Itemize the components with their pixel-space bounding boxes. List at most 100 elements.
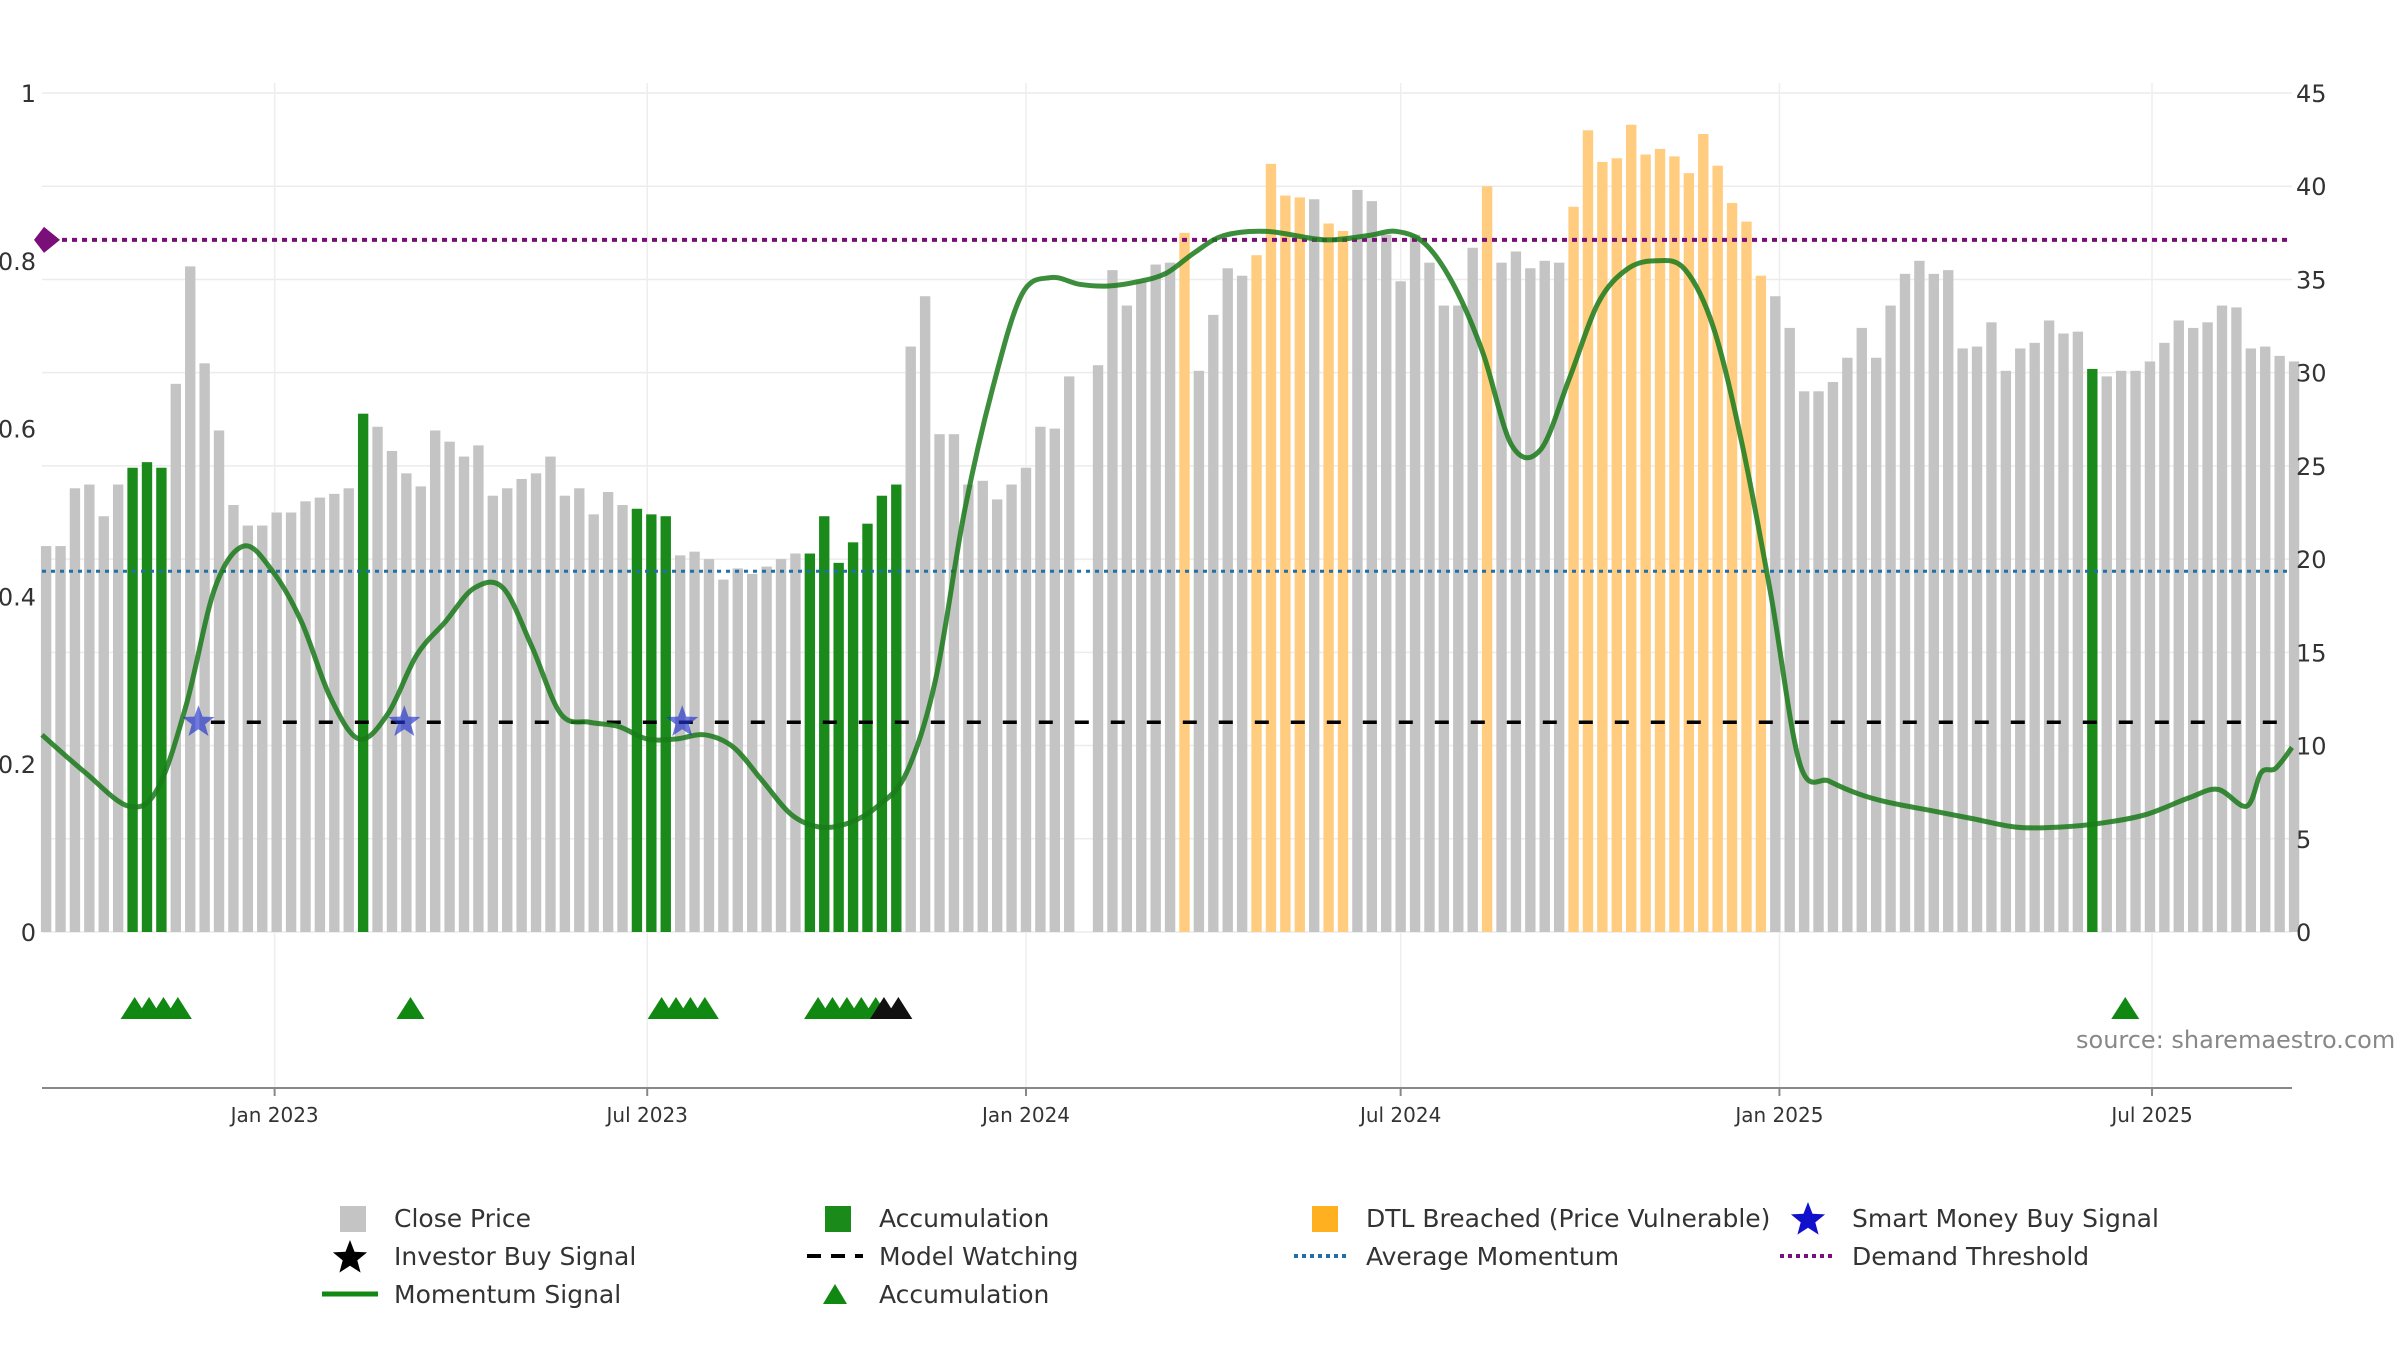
accumulation-bar [862,523,873,932]
dtl-breached-bar [1640,154,1651,932]
close-price-bar [1899,273,1911,933]
close-price-bar [170,383,181,932]
dtl-breached-bar [1726,203,1738,933]
close-price-bar [1136,281,1147,932]
close-price-bar [473,445,484,932]
legend-item-smart-money: Smart Money Buy Signal [1778,1200,2159,1236]
close-price-bar [1164,262,1176,933]
close-price-bar [2058,333,2069,933]
close-price-bar [271,512,282,932]
close-price-bar [1308,199,1320,933]
close-price-bar [516,478,527,932]
close-price-bar [559,495,571,932]
close-price-bar [429,430,441,932]
close-price-bar [329,493,340,932]
close-price-bar [617,505,628,932]
close-price-bar [2274,355,2285,932]
close-price-bar [934,434,945,932]
blue-star-icon [1778,1200,1838,1236]
dtl-breached-bar [1669,156,1680,932]
close-price-bar [69,488,81,932]
close-price-bar [1885,305,1896,933]
close-price-bar [703,559,715,932]
x-tick-label: Jul 2025 [2109,1103,2192,1127]
close-price-bar [1150,264,1161,932]
legend-item-demand-threshold: Demand Threshold [1778,1238,2089,1274]
legend-item-dtl-breached: DTL Breached (Price Vulnerable) [1292,1200,1770,1236]
accumulation-bar [804,553,816,932]
close-price-bar [718,579,729,932]
dtl-breached-bar [1251,255,1262,932]
right-tick-label: 10 [2296,733,2327,761]
dtl-breached-bar [1481,186,1493,932]
close-price-bar [2260,346,2271,932]
close-price-bar [2202,322,2213,932]
close-price-bar [1107,270,1118,933]
smart-money-star [666,705,699,737]
close-price-bar [1006,484,1017,932]
right-tick-label: 5 [2296,826,2311,854]
source-note: source: sharemaestro.com [2076,1026,2396,1054]
close-price-bar [747,574,758,932]
close-price-bar [458,456,470,932]
dtl-breached-bar [1280,195,1291,933]
close-price-bar [314,497,326,932]
close-price-bar [401,473,412,932]
accumulation-bar [2087,368,2098,933]
right-tick-label: 35 [2296,266,2327,294]
markers [120,705,2140,1019]
close-price-bar [2043,320,2055,932]
close-price-bar [1092,365,1104,933]
accumulation-bar [156,467,167,932]
dtl-breached-bar [1597,161,1608,933]
close-price-bar [2144,361,2156,933]
accumulation-bar [357,413,369,932]
dtl-breached-bar [1626,124,1637,932]
close-price-bar [1827,381,1839,932]
close-price-bar [112,484,124,932]
legend-label: Investor Buy Signal [394,1241,637,1271]
accumulation-triangle [163,997,192,1019]
close-price-bar [1957,348,1968,932]
close-price-bar [977,480,988,932]
close-price-bar [1035,426,1046,932]
accumulation-bar [891,484,902,932]
legend-item-momentum-signal: Momentum Signal [320,1276,621,1312]
close-price-bar [300,501,311,932]
close-price-bar [1986,322,1997,932]
bars [40,124,2300,933]
left-tick-label: 0 [21,919,36,947]
accumulation-bar [127,467,138,932]
green-square-icon [805,1200,865,1236]
right-tick-label: 45 [2296,80,2327,108]
accumulation-bar [141,462,153,932]
close-price-bar [242,525,254,932]
close-price-bar [948,434,960,932]
close-price-bar [1798,391,1810,932]
x-tick-label: Jan 2023 [229,1103,319,1127]
demand-threshold-diamond [34,226,60,253]
legend-label: Average Momentum [1366,1241,1620,1271]
close-price-bar [1438,305,1450,933]
close-price-bar [1193,370,1205,932]
close-price-bar [199,363,210,932]
close-price-bar [1352,189,1363,932]
x-tick-label: Jul 2024 [1358,1103,1441,1127]
legend-label: Momentum Signal [394,1279,622,1309]
blue-dotted-line-icon [1292,1238,1352,1274]
legend-label: Smart Money Buy Signal [1852,1203,2159,1233]
close-price-bar [257,525,268,932]
close-price-bar [228,505,239,932]
close-price-bar [674,555,686,932]
close-price-bar [1539,260,1550,932]
close-price-bar [1049,428,1060,932]
axes: Jan 2023 Jul 2023 Jan 2024 Jul 2024 Jan 2025… [0,80,2327,1127]
dtl-breached-bar [1741,221,1752,932]
close-price-bar [689,551,700,932]
close-price-bar [2101,376,2112,932]
accumulation-bar [660,516,671,932]
gray-square-icon [320,1200,380,1236]
close-price-bar [1553,262,1565,933]
reference-lines [34,226,2295,831]
close-price-bar [444,441,455,932]
